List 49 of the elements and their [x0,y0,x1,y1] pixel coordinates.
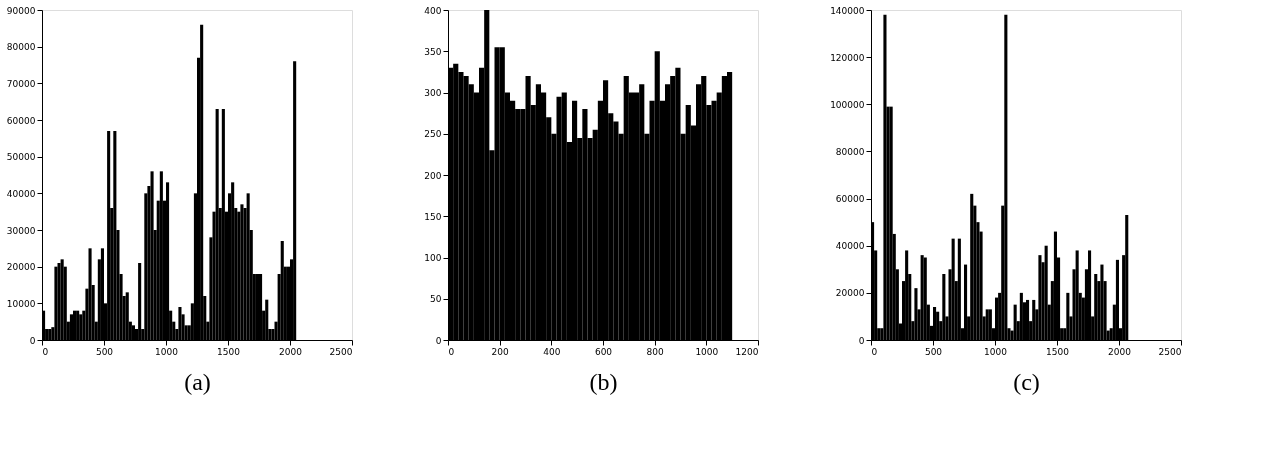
x-axis-title: (a) [184,368,211,395]
y-tick-label: 120000 [830,52,865,63]
y-tick-label: 140000 [830,5,865,16]
y-tick-label: 80000 [835,146,865,157]
x-tick-label: 200 [491,346,510,357]
x-tick-label: 1200 [735,346,759,357]
x-tick-label: 600 [594,346,613,357]
x-tick-label: 1000 [984,346,1008,357]
y-tick-label: 300 [424,88,442,98]
x-tick-label: 0 [42,346,49,357]
y-tick-label: 200 [424,170,442,181]
y-tick-label: 30000 [6,225,36,236]
x-tick-label: 1000 [155,346,179,357]
y-tick-label: 100 [424,253,442,263]
y-tick-label: 70000 [6,78,36,89]
x-tick-label: 800 [646,346,665,357]
y-tick-label: 0 [29,335,36,346]
x-tick-label: 0 [871,346,878,357]
x-tick-label: 500 [924,346,943,357]
y-tick-label: 40000 [835,241,865,252]
y-tick-label: 400 [424,5,442,16]
y-tick-label: 60000 [6,115,36,126]
x-tick-label: 500 [95,346,114,357]
y-tick-label: 100000 [830,99,865,110]
y-tick-label: 0 [435,335,442,346]
x-tick-label: 2500 [329,346,353,357]
y-tick-label: 250 [424,129,442,140]
x-axis-title: (c) [1013,368,1040,395]
y-tick-label: 60000 [835,194,865,205]
y-tick-label: 50 [430,294,442,305]
y-tick-label: 50000 [6,152,36,163]
y-tick-label: 40000 [6,188,36,199]
x-tick-label: 2000 [279,346,303,357]
x-tick-label: 1500 [1046,346,1070,357]
y-tick-label: 20000 [835,288,865,299]
x-tick-label: 2500 [1158,346,1182,357]
x-tick-label: 0 [448,346,455,357]
y-tick-label: 10000 [6,298,36,309]
y-tick-label: 20000 [6,262,36,273]
x-tick-label: 2000 [1108,346,1132,357]
y-tick-label: 0 [858,335,865,346]
x-tick-label: 1500 [217,346,241,357]
y-tick-label: 90000 [6,5,36,16]
x-axis-title: (b) [589,368,618,395]
x-tick-label: 1000 [695,346,719,357]
y-tick-label: 80000 [6,42,36,53]
y-tick-label: 150 [424,211,442,222]
y-tick-label: 350 [424,46,442,57]
x-tick-label: 400 [543,346,561,357]
